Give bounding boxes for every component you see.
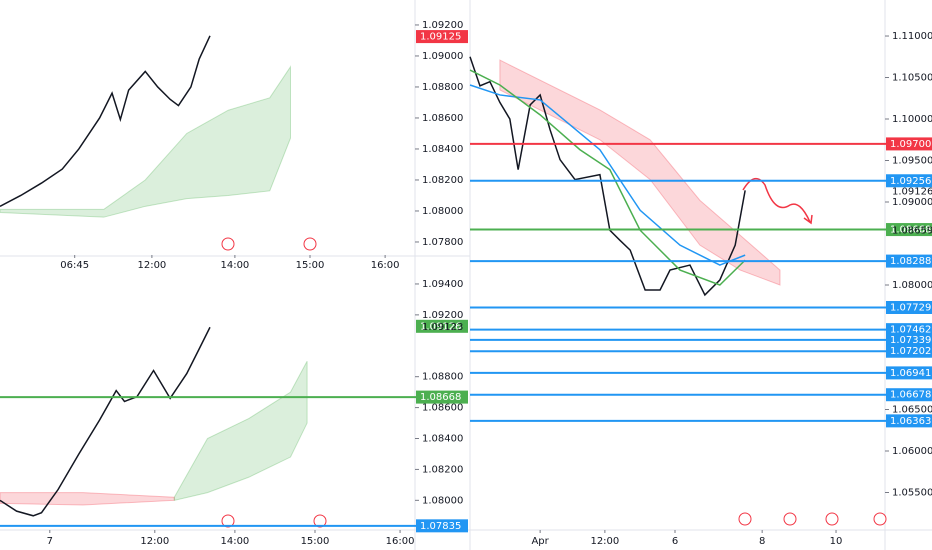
level-label: 1.09126	[420, 321, 461, 332]
y-tick-label: 1.09000	[892, 197, 932, 208]
event-icon	[783, 512, 797, 526]
level-label: 1.07729	[890, 302, 931, 313]
level-box	[416, 30, 468, 44]
x-tick-label: 14:00	[220, 260, 249, 271]
level-box	[416, 519, 468, 533]
level-box	[886, 223, 932, 237]
price-line	[469, 56, 746, 297]
level-label: 1.07835	[420, 521, 461, 532]
level-box	[886, 174, 932, 188]
y-tick-label: 1.09200	[422, 310, 463, 321]
level-box	[416, 319, 468, 333]
level-label: 1.08668	[420, 392, 461, 403]
x-tick-label: 12:00	[137, 260, 166, 271]
level-box	[886, 254, 932, 268]
cloud	[0, 492, 175, 506]
level-box	[886, 414, 932, 428]
y-tick-label: 1.08000	[422, 495, 463, 506]
x-tick-label: 16:00	[371, 260, 400, 271]
level-box	[886, 388, 932, 402]
y-tick-label: 1.09400	[422, 279, 463, 290]
y-tick-label: 1.06500	[892, 404, 932, 415]
level-label: 1.07202	[890, 346, 931, 357]
level-label: 1.09126	[892, 187, 932, 198]
event-icon	[303, 237, 317, 251]
x-tick-label: 16:00	[386, 536, 415, 547]
level-label: 1.08288	[890, 256, 931, 267]
level-label: 1.09700	[890, 139, 931, 150]
event-icon	[221, 237, 235, 251]
y-tick-label: 1.07800	[422, 237, 463, 248]
y-tick-label: 1.08000	[422, 206, 463, 217]
x-tick-label: 12:00	[590, 536, 619, 547]
y-tick-label: 1.08400	[422, 144, 463, 155]
level-label: 1.09123	[422, 322, 463, 333]
level-label: 1.07462	[890, 325, 931, 336]
y-tick-label: 1.10000	[892, 114, 932, 125]
level-box	[886, 300, 932, 314]
level-label: 1.08659	[892, 225, 932, 236]
price-line	[469, 69, 746, 286]
y-tick-label: 1.08200	[422, 175, 463, 186]
level-box	[886, 333, 932, 347]
level-label: 1.06941	[890, 368, 931, 379]
x-tick-label: Apr	[531, 536, 549, 547]
x-tick-label: 6	[672, 536, 678, 547]
x-tick-label: 8	[759, 536, 765, 547]
y-tick-label: 1.08400	[422, 434, 463, 445]
event-icons	[221, 237, 887, 528]
price-line	[0, 326, 211, 517]
y-tick-label: 1.09200	[422, 20, 463, 31]
level-label: 1.08668	[890, 225, 931, 236]
level-label: 1.07339	[890, 335, 931, 346]
x-tick-label: 7	[47, 536, 53, 547]
level-label: 1.09256	[890, 176, 931, 187]
event-icon	[313, 514, 327, 528]
y-tick-label: 1.09500	[892, 156, 932, 167]
level-box	[886, 137, 932, 151]
x-tick-label: 15:00	[301, 536, 330, 547]
y-tick-label: 1.11000	[892, 31, 932, 42]
event-icon	[221, 514, 235, 528]
y-tick-label: 1.08800	[422, 82, 463, 93]
y-tick-label: 1.08800	[422, 372, 463, 383]
x-tick-label: 10	[830, 536, 843, 547]
y-tick-label: 1.05500	[892, 487, 932, 498]
event-icon	[738, 512, 752, 526]
x-tick-label: 14:00	[220, 536, 249, 547]
cloud	[0, 65, 291, 218]
cloud	[173, 360, 308, 501]
level-box	[886, 366, 932, 380]
level-label: 1.09125	[420, 32, 461, 43]
y-tick-label: 1.10500	[892, 73, 932, 84]
event-icon	[873, 512, 887, 526]
y-tick-label: 1.08000	[892, 280, 932, 291]
arrow-head	[803, 214, 813, 225]
event-icon	[825, 512, 839, 526]
cloud	[499, 59, 781, 286]
y-tick-label: 1.08200	[422, 464, 463, 475]
y-tick-label: 1.09000	[422, 51, 463, 62]
level-label: 1.06363	[890, 416, 931, 427]
level-box	[886, 344, 932, 358]
price-line	[0, 35, 211, 207]
level-box	[416, 390, 468, 404]
x-tick-label: 12:00	[140, 536, 169, 547]
x-tick-label: 06:45	[60, 260, 89, 271]
price-line	[469, 84, 746, 266]
y-tick-label: 1.08600	[422, 113, 463, 124]
y-tick-label: 1.08600	[422, 403, 463, 414]
forecast-arrow	[742, 177, 811, 223]
y-tick-label: 1.06000	[892, 446, 932, 457]
level-box	[886, 323, 932, 337]
x-tick-label: 15:00	[296, 260, 325, 271]
level-label: 1.06678	[890, 390, 931, 401]
